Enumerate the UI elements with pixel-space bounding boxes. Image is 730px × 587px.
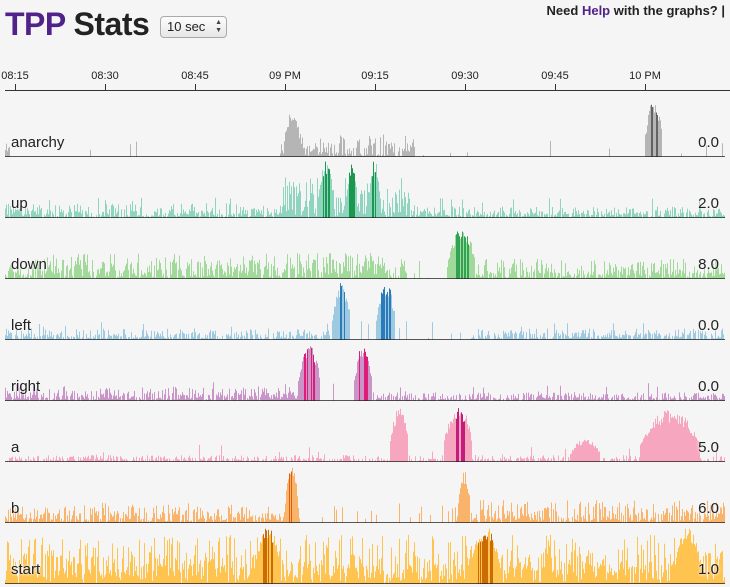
sparkline-right	[5, 346, 725, 401]
sparkline-start	[5, 528, 725, 584]
chart-row-right: right 0.0	[0, 340, 730, 401]
series-label: down	[11, 256, 47, 273]
help-link[interactable]: Help	[581, 3, 611, 18]
series-peak-anarchy	[651, 104, 658, 157]
series-peak-b	[289, 471, 292, 523]
help-suffix: with the graphs? |	[610, 3, 725, 18]
time-tick-mark	[195, 84, 196, 90]
title-stats: Stats	[73, 6, 150, 42]
time-axis: 08:15 08:30 08:45 09 PM 09:15 09:30 09:45 10 PM	[0, 60, 730, 96]
sparkline-anarchy	[5, 104, 725, 157]
time-tick-label: 09:15	[361, 70, 389, 82]
chart-row-start: start 1.0	[0, 523, 730, 584]
time-tick-mark	[285, 84, 286, 90]
time-tick-label: 10 PM	[629, 70, 661, 82]
header: TPP Stats 10 sec ▲ ▼ Need Help with the g…	[0, 0, 730, 60]
series-peak-up	[323, 161, 376, 218]
time-tick-mark	[375, 84, 376, 90]
time-tick-mark	[555, 84, 556, 90]
series-area-b	[5, 467, 725, 523]
chart-row-down: down 8.0	[0, 218, 730, 279]
series-label: up	[11, 195, 28, 212]
series-peak-a	[456, 408, 465, 462]
series-current-value: 1.0	[698, 561, 719, 578]
series-current-value: 0.0	[698, 134, 719, 151]
sparkline-down	[5, 231, 725, 279]
time-tick-label: 09 PM	[269, 70, 301, 82]
time-tick-label: 08:15	[1, 70, 29, 82]
time-axis-line	[5, 90, 730, 91]
series-label: start	[11, 561, 41, 578]
interval-select[interactable]: 10 sec ▲ ▼	[160, 16, 227, 38]
chart-row-left: left 0.0	[0, 279, 730, 340]
series-current-value: 5.0	[698, 439, 719, 456]
charts-area: anarchy 0.0 up 2.0 down 8.0 left 0.0 right 0.0 a 5.…	[0, 96, 730, 587]
series-label: right	[11, 378, 41, 395]
time-tick-mark	[15, 84, 16, 90]
spinner-arrows-icon: ▲ ▼	[215, 19, 222, 34]
time-tick-label: 09:45	[541, 70, 569, 82]
sparkline-up	[5, 161, 725, 218]
series-area-right	[5, 346, 725, 401]
time-tick-label: 08:30	[91, 70, 119, 82]
series-label: left	[11, 317, 32, 334]
series-current-value: 0.0	[698, 317, 719, 334]
series-current-value: 6.0	[698, 500, 719, 517]
help-text: Need Help with the graphs? |	[547, 3, 725, 18]
time-tick-label: 08:45	[181, 70, 209, 82]
series-current-value: 8.0	[698, 256, 719, 273]
chart-row-up: up 2.0	[0, 157, 730, 218]
sparkline-a	[5, 408, 725, 462]
series-area-down	[5, 232, 725, 279]
series-peak-down	[456, 231, 469, 279]
series-current-value: 0.0	[698, 378, 719, 395]
series-label: b	[11, 500, 20, 517]
time-tick-mark	[465, 84, 466, 90]
series-label: a	[11, 439, 20, 456]
series-area-start	[5, 528, 725, 584]
title-tpp: TPP	[5, 6, 66, 42]
series-area-anarchy	[5, 105, 723, 157]
time-tick-mark	[105, 84, 106, 90]
chart-row-anarchy: anarchy 0.0	[0, 96, 730, 157]
help-prefix: Need	[546, 3, 582, 18]
series-area-left	[5, 285, 724, 340]
interval-selected-value: 10 sec	[167, 19, 206, 34]
time-tick-mark	[645, 84, 646, 90]
chart-row-a: a 5.0	[0, 401, 730, 462]
chart-row-b: b 6.0	[0, 462, 730, 523]
series-area-a	[7, 408, 725, 462]
sparkline-left	[5, 283, 725, 340]
series-area-up	[5, 163, 725, 218]
sparkline-b	[5, 467, 725, 523]
time-tick-label: 09:30	[451, 70, 479, 82]
series-current-value: 2.0	[698, 195, 719, 212]
page-title: TPP Stats	[5, 2, 150, 46]
series-label: anarchy	[11, 134, 65, 151]
